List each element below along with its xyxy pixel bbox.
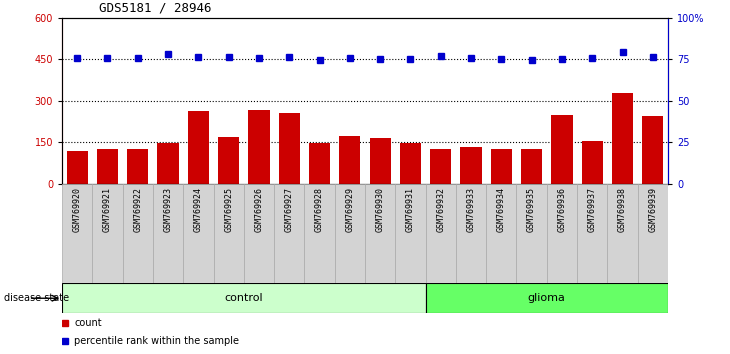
- Bar: [430, 149, 451, 184]
- Bar: [551, 115, 572, 184]
- Text: GSM769925: GSM769925: [224, 187, 233, 232]
- Bar: [214, 184, 244, 283]
- Bar: [274, 184, 304, 283]
- Bar: [607, 184, 638, 283]
- Text: GSM769938: GSM769938: [618, 187, 627, 232]
- Bar: [365, 184, 396, 283]
- Bar: [97, 149, 118, 184]
- Bar: [521, 149, 542, 184]
- Bar: [335, 184, 365, 283]
- Text: GSM769939: GSM769939: [648, 187, 657, 232]
- Bar: [396, 184, 426, 283]
- Bar: [123, 184, 153, 283]
- Bar: [183, 184, 214, 283]
- Bar: [218, 137, 239, 184]
- Text: GSM769928: GSM769928: [315, 187, 324, 232]
- Bar: [642, 116, 664, 184]
- Text: GSM769927: GSM769927: [285, 187, 293, 232]
- Text: GSM769921: GSM769921: [103, 187, 112, 232]
- Text: control: control: [225, 293, 263, 303]
- Text: GSM769924: GSM769924: [194, 187, 203, 232]
- Bar: [127, 149, 148, 184]
- Bar: [612, 93, 633, 184]
- Bar: [426, 283, 668, 313]
- Bar: [491, 149, 512, 184]
- Text: count: count: [74, 318, 101, 327]
- Bar: [461, 147, 482, 184]
- Text: GSM769934: GSM769934: [497, 187, 506, 232]
- Bar: [279, 113, 300, 184]
- Bar: [93, 184, 123, 283]
- Bar: [486, 184, 517, 283]
- Bar: [304, 184, 335, 283]
- Text: GSM769930: GSM769930: [376, 187, 385, 232]
- Text: GSM769937: GSM769937: [588, 187, 596, 232]
- Text: glioma: glioma: [528, 293, 566, 303]
- Bar: [426, 184, 456, 283]
- Bar: [547, 184, 577, 283]
- Text: GSM769929: GSM769929: [345, 187, 354, 232]
- Bar: [456, 184, 486, 283]
- Text: GSM769926: GSM769926: [255, 187, 264, 232]
- Text: GSM769936: GSM769936: [558, 187, 566, 232]
- Text: GSM769933: GSM769933: [466, 187, 475, 232]
- Bar: [638, 184, 668, 283]
- Text: GDS5181 / 28946: GDS5181 / 28946: [99, 1, 211, 14]
- Bar: [188, 112, 209, 184]
- Bar: [248, 110, 269, 184]
- Bar: [244, 184, 274, 283]
- Bar: [66, 151, 88, 184]
- Text: GSM769920: GSM769920: [73, 187, 82, 232]
- Bar: [582, 141, 603, 184]
- Bar: [339, 136, 361, 184]
- Text: GSM769922: GSM769922: [134, 187, 142, 232]
- Text: GSM769931: GSM769931: [406, 187, 415, 232]
- Bar: [400, 143, 421, 184]
- Text: GSM769932: GSM769932: [437, 187, 445, 232]
- Bar: [517, 184, 547, 283]
- Bar: [158, 143, 179, 184]
- Text: GSM769935: GSM769935: [527, 187, 536, 232]
- Bar: [62, 283, 426, 313]
- Bar: [577, 184, 607, 283]
- Bar: [62, 184, 93, 283]
- Bar: [309, 143, 330, 184]
- Text: GSM769923: GSM769923: [164, 187, 172, 232]
- Bar: [369, 138, 391, 184]
- Text: disease state: disease state: [4, 293, 69, 303]
- Text: percentile rank within the sample: percentile rank within the sample: [74, 336, 239, 346]
- Bar: [153, 184, 183, 283]
